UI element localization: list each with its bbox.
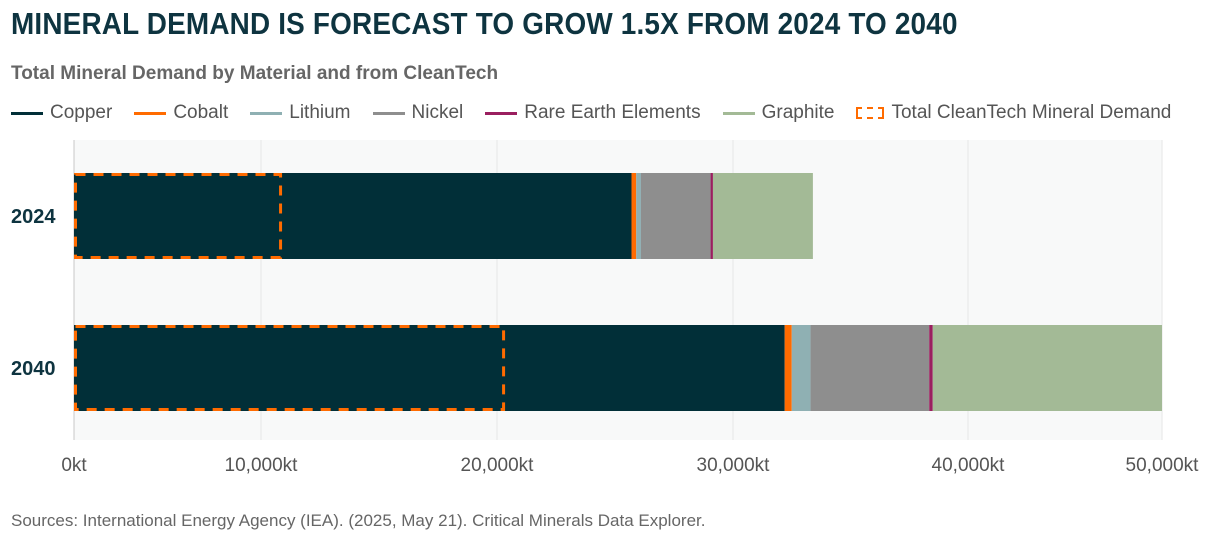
- legend-item: Total CleanTech Mineral Demand: [856, 102, 1171, 124]
- bar-segment-graphite: [932, 325, 1162, 411]
- legend-label: Lithium: [289, 102, 351, 123]
- page-title: MINERAL DEMAND IS FORECAST TO GROW 1.5X …: [11, 6, 958, 41]
- bar-segment-copper: [74, 173, 632, 259]
- legend-label: Rare Earth Elements: [524, 102, 701, 123]
- y-category-label: 2040: [11, 358, 56, 380]
- bar-segment-copper: [74, 325, 785, 411]
- bar-segment-cobalt: [631, 173, 637, 259]
- legend-item: Nickel: [372, 102, 464, 124]
- x-tick-label: 20,000kt: [461, 455, 535, 476]
- bar-segment-rare-earth-elements: [710, 173, 713, 259]
- legend-swatch: [856, 107, 885, 119]
- x-tick-label: 10,000kt: [225, 455, 299, 476]
- legend-swatch: [722, 111, 755, 115]
- source-note: Sources: International Energy Agency (IE…: [11, 511, 706, 530]
- legend-swatch: [11, 111, 43, 115]
- legend-item: Graphite: [722, 102, 835, 124]
- legend-item: Rare Earth Elements: [485, 102, 701, 124]
- legend-label: Graphite: [761, 102, 835, 123]
- legend-item: Copper: [11, 102, 112, 124]
- bar-segment-nickel: [810, 325, 930, 411]
- bar-segment-graphite: [712, 173, 813, 259]
- x-tick-label: 50,000kt: [1126, 455, 1200, 476]
- bar-segment-rare-earth-elements: [929, 325, 933, 411]
- y-category-label: 2024: [11, 206, 56, 228]
- x-tick-label: 0kt: [61, 455, 87, 476]
- legend-label: Nickel: [411, 102, 464, 123]
- x-tick-label: 30,000kt: [697, 455, 771, 476]
- legend-label: Copper: [50, 102, 113, 123]
- legend-item: Cobalt: [134, 102, 228, 124]
- legend-swatch: [250, 111, 283, 115]
- legend: Copper Cobalt Lithium Nickel Rare Earth Elem…: [11, 102, 1171, 124]
- chart-subtitle: Total Mineral Demand by Material and fro…: [11, 63, 499, 84]
- legend-swatch: [485, 111, 518, 115]
- legend-item: Lithium: [250, 102, 351, 124]
- legend-label: Total CleanTech Mineral Demand: [891, 102, 1172, 123]
- bar-segment-lithium: [636, 173, 641, 259]
- bar-segment-lithium: [791, 325, 811, 411]
- legend-label: Cobalt: [173, 102, 229, 123]
- bar-segment-cobalt: [784, 325, 792, 411]
- legend-swatch: [134, 111, 167, 115]
- cleantech-demand-outline: [74, 325, 506, 411]
- legend-swatch: [372, 111, 405, 115]
- x-tick-label: 40,000kt: [932, 455, 1006, 476]
- bar-segment-nickel: [640, 173, 711, 259]
